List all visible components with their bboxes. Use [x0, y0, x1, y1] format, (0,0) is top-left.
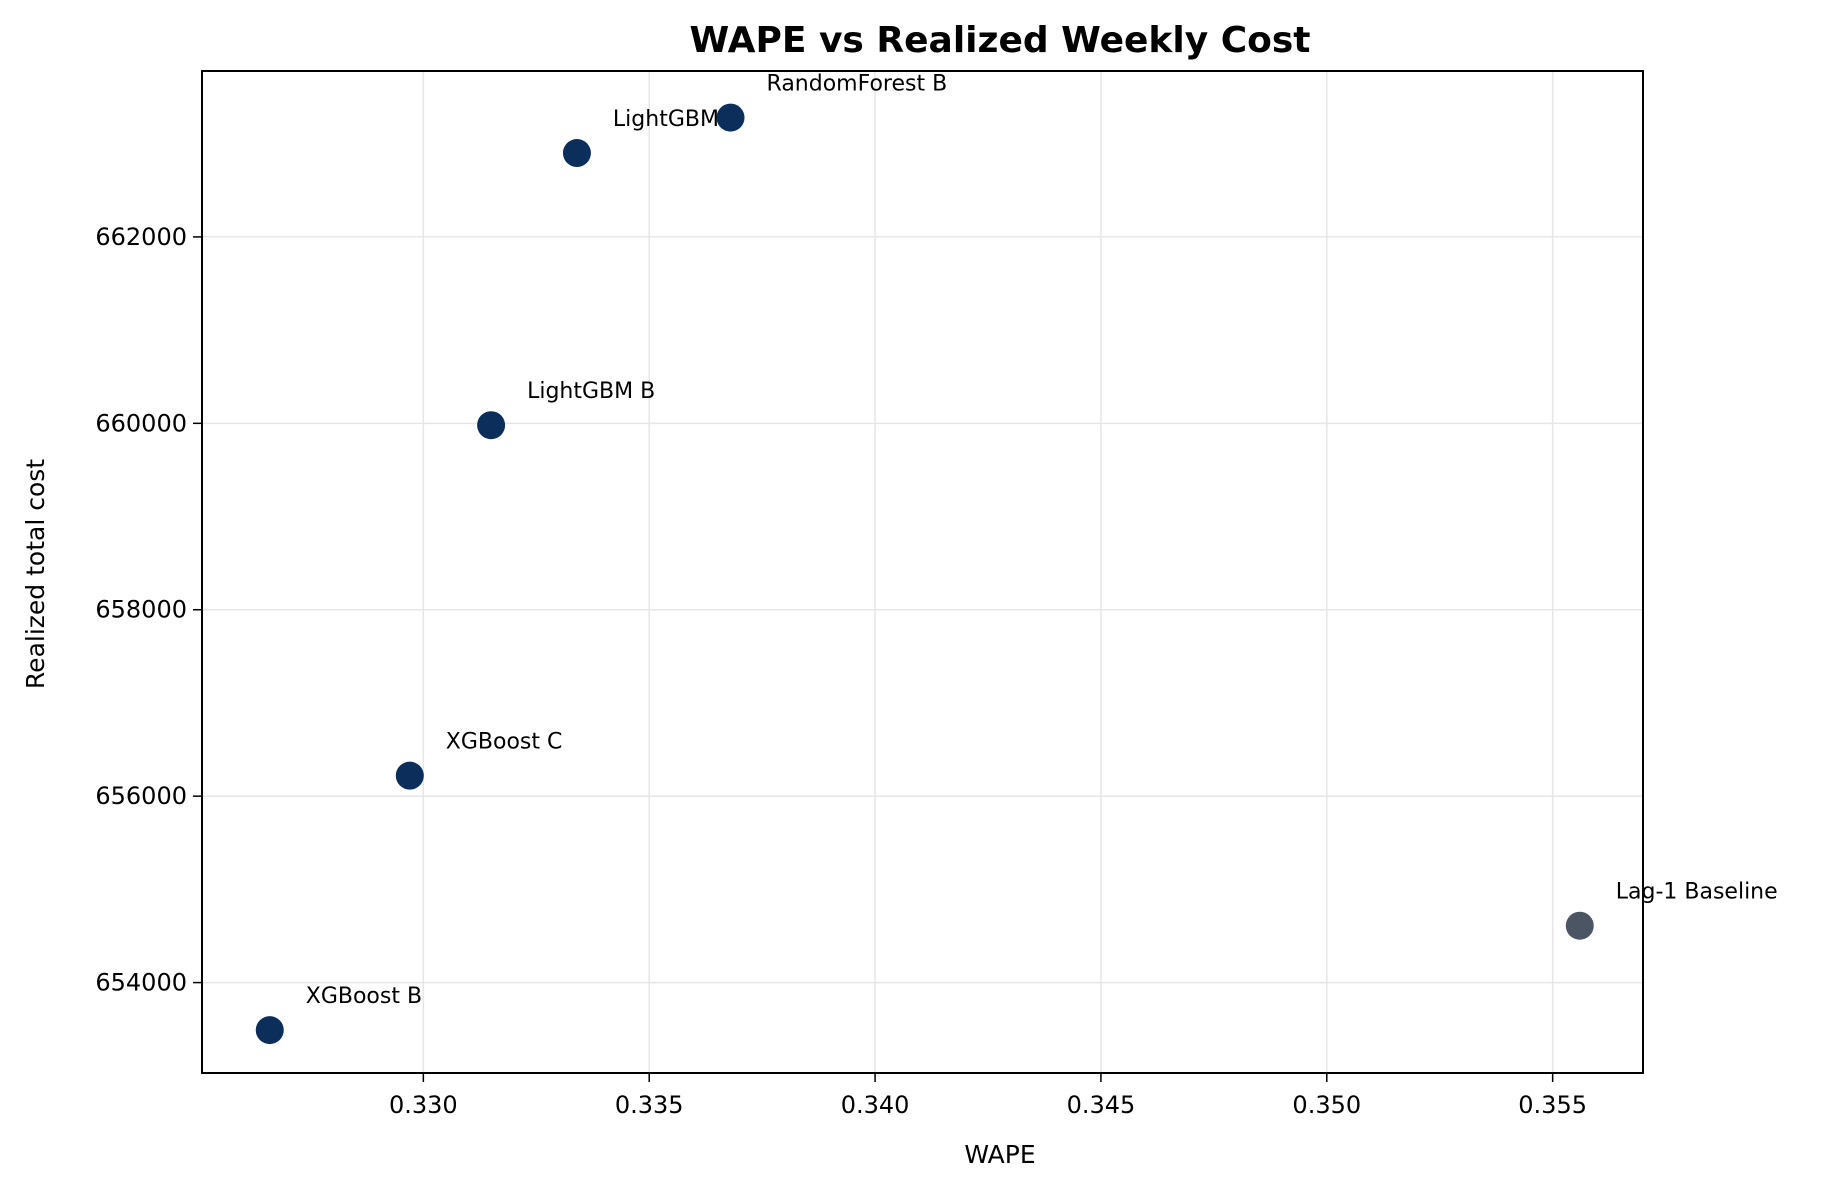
scatter-point: [1565, 911, 1594, 940]
point-label: Lag-1 Baseline: [1616, 880, 1778, 905]
x-axis-label: WAPE: [964, 1140, 1035, 1169]
point-label: XGBoost C: [446, 730, 563, 755]
x-tick-label: 0.355: [1518, 1091, 1587, 1119]
x-tick-label: 0.350: [1292, 1091, 1361, 1119]
x-tick-label: 0.330: [389, 1091, 458, 1119]
plot-frame: [201, 70, 1644, 1074]
y-tick-label: 654000: [95, 969, 187, 997]
scatter-point: [562, 139, 591, 168]
scatter-point: [395, 761, 424, 790]
scatter-point: [255, 1016, 284, 1045]
scatter-point: [477, 411, 506, 440]
y-axis-ticks: 654000 656000 658000 660000 662000: [95, 223, 202, 997]
x-tick-label: 0.340: [841, 1091, 910, 1119]
x-tick-label: 0.335: [615, 1091, 684, 1119]
y-tick-label: 662000: [95, 223, 187, 251]
point-label: XGBoost B: [306, 984, 422, 1009]
chart-title: WAPE vs Realized Weekly Cost: [690, 20, 1311, 61]
y-axis-label: Realized total cost: [21, 459, 50, 689]
y-tick-label: 656000: [95, 782, 187, 810]
point-label: LightGBM B: [527, 379, 655, 404]
x-tick-label: 0.345: [1067, 1091, 1136, 1119]
y-tick-label: 658000: [95, 596, 187, 624]
point-label: RandomForest B: [767, 72, 948, 97]
x-axis-ticks: 0.330 0.335 0.340 0.345 0.350 0.355: [389, 1073, 1587, 1119]
scatter-point: [716, 103, 745, 132]
y-tick-label: 660000: [95, 409, 187, 437]
grid-lines: [202, 71, 1643, 1073]
